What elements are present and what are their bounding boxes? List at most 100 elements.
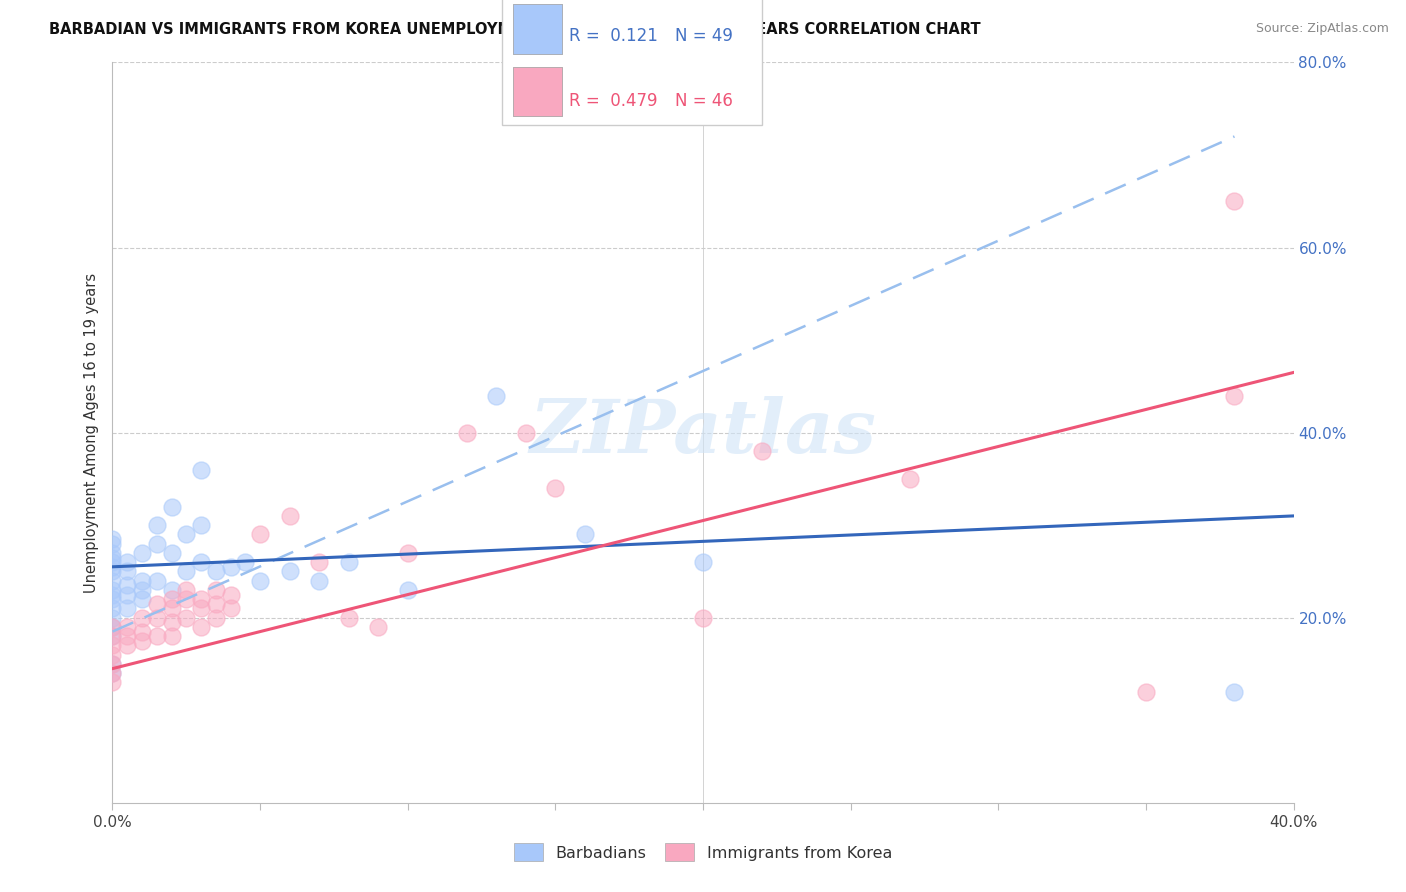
Point — [146, 574, 169, 588]
Point — [692, 555, 714, 569]
Point — [101, 657, 124, 671]
Point — [574, 527, 596, 541]
Text: ZIPatlas: ZIPatlas — [530, 396, 876, 469]
Point — [101, 550, 124, 565]
Point — [101, 565, 124, 579]
Point — [131, 574, 153, 588]
Point — [117, 565, 138, 579]
Text: R =  0.121: R = 0.121 — [569, 27, 658, 45]
Point — [1223, 388, 1246, 402]
Point — [101, 546, 124, 560]
Point — [146, 597, 169, 611]
Point — [101, 574, 124, 588]
Point — [174, 582, 197, 597]
Point — [160, 629, 183, 643]
Point — [146, 536, 169, 550]
Point — [101, 610, 124, 624]
Point — [131, 610, 153, 624]
Point — [249, 527, 271, 541]
Text: N = 49: N = 49 — [675, 27, 733, 45]
Point — [544, 481, 567, 495]
Point — [101, 536, 124, 550]
Point — [249, 574, 271, 588]
Point — [101, 675, 124, 690]
Point — [219, 588, 242, 602]
Point — [898, 472, 921, 486]
Point — [396, 582, 419, 597]
Point — [190, 601, 212, 615]
Point — [131, 546, 153, 560]
Point — [101, 629, 124, 643]
Point — [337, 610, 360, 624]
Point — [456, 425, 478, 440]
Point — [131, 582, 153, 597]
Point — [160, 582, 183, 597]
Point — [101, 555, 124, 569]
Point — [117, 555, 138, 569]
Point — [174, 565, 197, 579]
Point — [117, 629, 138, 643]
Point — [101, 639, 124, 653]
Text: N = 46: N = 46 — [675, 92, 733, 110]
Point — [219, 601, 242, 615]
Point — [205, 582, 228, 597]
Point — [101, 559, 124, 574]
Point — [101, 657, 124, 671]
Point — [485, 388, 508, 402]
Point — [160, 500, 183, 514]
Point — [174, 610, 197, 624]
Legend: Barbadians, Immigrants from Korea: Barbadians, Immigrants from Korea — [506, 836, 900, 869]
Point — [146, 610, 169, 624]
Point — [1223, 685, 1246, 699]
Point — [131, 592, 153, 607]
Text: BARBADIAN VS IMMIGRANTS FROM KOREA UNEMPLOYMENT AMONG AGES 16 TO 19 YEARS CORREL: BARBADIAN VS IMMIGRANTS FROM KOREA UNEMP… — [49, 22, 981, 37]
Point — [101, 620, 124, 634]
Point — [160, 546, 183, 560]
Point — [101, 588, 124, 602]
Point — [308, 555, 330, 569]
Point — [160, 592, 183, 607]
Point — [101, 666, 124, 681]
Point — [205, 610, 228, 624]
Point — [101, 666, 124, 681]
Point — [160, 601, 183, 615]
Point — [233, 555, 256, 569]
Point — [1135, 685, 1157, 699]
Point — [131, 633, 153, 648]
Point — [190, 462, 212, 476]
Point — [751, 444, 773, 458]
Point — [190, 592, 212, 607]
Point — [219, 559, 242, 574]
Point — [101, 532, 124, 546]
Point — [117, 601, 138, 615]
Point — [101, 582, 124, 597]
Point — [1223, 194, 1246, 209]
Point — [190, 620, 212, 634]
Point — [205, 597, 228, 611]
Point — [117, 588, 138, 602]
Point — [367, 620, 389, 634]
Point — [117, 620, 138, 634]
Point — [278, 508, 301, 523]
Point — [101, 601, 124, 615]
Point — [190, 555, 212, 569]
Point — [146, 629, 169, 643]
Point — [190, 518, 212, 533]
Point — [205, 565, 228, 579]
Point — [101, 629, 124, 643]
Point — [174, 527, 197, 541]
Point — [117, 578, 138, 592]
Point — [515, 425, 537, 440]
Point — [160, 615, 183, 630]
Y-axis label: Unemployment Among Ages 16 to 19 years: Unemployment Among Ages 16 to 19 years — [83, 273, 98, 592]
Point — [174, 592, 197, 607]
Point — [308, 574, 330, 588]
Point — [396, 546, 419, 560]
Point — [146, 518, 169, 533]
Point — [101, 592, 124, 607]
Point — [101, 648, 124, 662]
Text: Source: ZipAtlas.com: Source: ZipAtlas.com — [1256, 22, 1389, 36]
Point — [101, 620, 124, 634]
Point — [278, 565, 301, 579]
Text: R =  0.479: R = 0.479 — [569, 92, 658, 110]
